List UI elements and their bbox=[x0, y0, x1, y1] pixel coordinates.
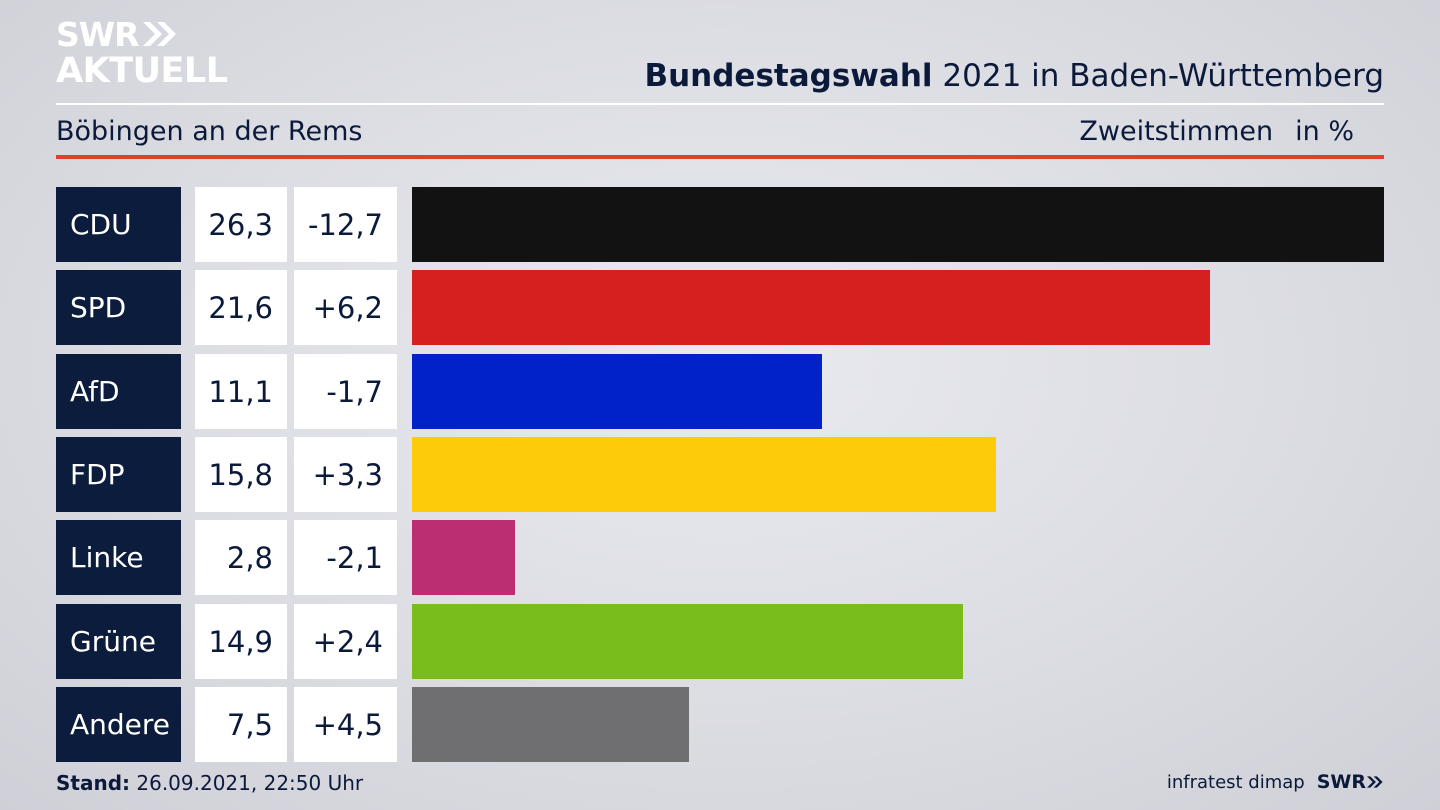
footer-credits: infratest dimap SWR bbox=[1167, 771, 1384, 793]
party-label: SPD bbox=[56, 270, 181, 345]
change-label: +3,3 bbox=[294, 437, 397, 512]
timestamp-label: Stand: bbox=[56, 771, 131, 795]
vote-share-bar bbox=[412, 687, 689, 762]
vote-share-label: 11,1 bbox=[195, 354, 287, 429]
vote-share-bar bbox=[412, 520, 515, 595]
party-label: CDU bbox=[56, 187, 181, 262]
party-label: Linke bbox=[56, 520, 181, 595]
brand-text: SWR bbox=[1316, 771, 1366, 793]
party-row: FDP 15,8 +3,3 bbox=[56, 437, 1384, 512]
logo-swr-text: SWR bbox=[56, 14, 140, 54]
party-row: Linke 2,8 -2,1 bbox=[56, 520, 1384, 595]
party-row: Grüne 14,9 +2,4 bbox=[56, 604, 1384, 679]
vote-share-label: 2,8 bbox=[195, 520, 287, 595]
vote-share-label: 15,8 bbox=[195, 437, 287, 512]
timestamp-value: 26.09.2021, 22:50 Uhr bbox=[130, 771, 364, 795]
party-label: Andere bbox=[56, 687, 181, 762]
change-label: +6,2 bbox=[294, 270, 397, 345]
timestamp: Stand: 26.09.2021, 22:50 Uhr bbox=[56, 771, 363, 795]
party-row: Andere 7,5 +4,5 bbox=[56, 687, 1384, 762]
vote-share-bar bbox=[412, 437, 996, 512]
vote-share-label: 7,5 bbox=[195, 687, 287, 762]
change-label: -2,1 bbox=[294, 520, 397, 595]
logo-aktuell-text: AKTUELL bbox=[56, 51, 228, 91]
swr-brand: SWR bbox=[1317, 771, 1384, 793]
measure-unit: in % bbox=[1295, 116, 1354, 147]
vote-share-label: 21,6 bbox=[195, 270, 287, 345]
double-chevron-icon bbox=[142, 22, 176, 46]
location-subtitle: Böbingen an der Rems bbox=[56, 116, 363, 147]
swr-aktuell-logo: SWR AKTUELL bbox=[56, 16, 228, 89]
change-label: +2,4 bbox=[294, 604, 397, 679]
party-row: AfD 11,1 -1,7 bbox=[56, 354, 1384, 429]
party-label: AfD bbox=[56, 354, 181, 429]
vote-share-bar bbox=[412, 354, 822, 429]
change-label: -1,7 bbox=[294, 354, 397, 429]
party-row: CDU 26,3 -12,7 bbox=[56, 187, 1384, 262]
change-label: -12,7 bbox=[294, 187, 397, 262]
accent-divider bbox=[56, 155, 1384, 159]
title-bold: Bundestagswahl bbox=[644, 58, 933, 94]
header-divider bbox=[56, 103, 1384, 105]
party-label: Grüne bbox=[56, 604, 181, 679]
double-chevron-icon bbox=[1366, 776, 1383, 788]
vote-share-label: 26,3 bbox=[195, 187, 287, 262]
vote-share-bar bbox=[412, 187, 1384, 262]
change-label: +4,5 bbox=[294, 687, 397, 762]
vote-share-bar bbox=[412, 604, 963, 679]
source-credit: infratest dimap bbox=[1166, 771, 1305, 793]
vote-share-bar bbox=[412, 270, 1210, 345]
title-rest: 2021 in Baden-Württemberg bbox=[932, 58, 1384, 94]
chart-title: Bundestagswahl 2021 in Baden-Württemberg bbox=[644, 58, 1384, 94]
measure-name: Zweitstimmen bbox=[1079, 116, 1274, 147]
party-label: FDP bbox=[56, 437, 181, 512]
party-row: SPD 21,6 +6,2 bbox=[56, 270, 1384, 345]
vote-share-label: 14,9 bbox=[195, 604, 287, 679]
measure-label: Zweitstimmen in % bbox=[1079, 116, 1354, 147]
